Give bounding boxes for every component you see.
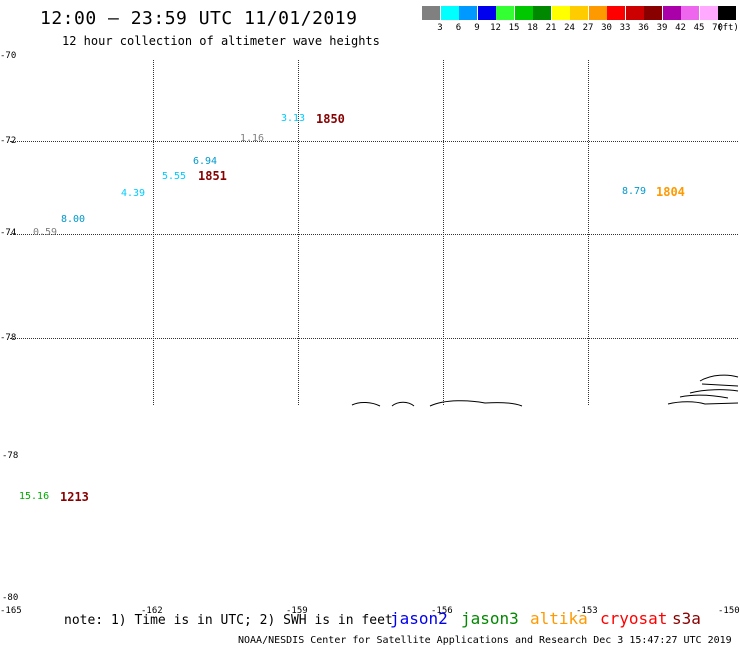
- scale-swatch: [496, 6, 514, 20]
- longitude-label: -150: [718, 606, 740, 616]
- meridian-line: [153, 60, 154, 405]
- latitude-label: -72: [0, 136, 17, 146]
- scale-tick-label: 42: [675, 23, 686, 33]
- satellite-legend-jason2: jason2: [390, 609, 448, 628]
- wave-height-value: 8.79: [622, 186, 647, 197]
- map-title: 12:00 – 23:59 UTC 11/01/2019: [40, 8, 358, 29]
- wave-height-value: 0.59: [33, 227, 58, 238]
- wave-height-value: 1.16: [240, 133, 265, 144]
- scale-swatch: [699, 6, 718, 20]
- scale-unit-label: (ft): [717, 23, 739, 33]
- scale-tick-label: 39: [656, 23, 668, 33]
- wave-height-value: 4.39: [121, 188, 146, 199]
- wave-height-value: 3.13: [281, 113, 306, 124]
- scale-tick-label: 33: [619, 23, 631, 33]
- scale-swatch: [551, 6, 570, 20]
- longitude-label: -153: [576, 606, 598, 616]
- scale-swatch: [718, 6, 736, 20]
- pass-time-label: 1850: [316, 112, 345, 126]
- pass-time-label: 1213: [60, 490, 89, 504]
- meridian-line: [298, 60, 299, 405]
- scale-swatch: [662, 6, 681, 20]
- meridian-line: [588, 60, 589, 405]
- wave-height-value: 8.00: [61, 214, 86, 225]
- scale-swatch: [514, 6, 533, 20]
- latitude-label: -80: [2, 593, 19, 603]
- scale-tick-label: 36: [638, 23, 649, 33]
- parallel-line: [10, 141, 738, 142]
- scale-swatch: [625, 6, 644, 20]
- scale-tick-label: 9: [474, 23, 480, 33]
- scale-tick-label: 24: [564, 23, 575, 33]
- longitude-label: -165: [0, 606, 22, 616]
- satellite-legend-s3a: s3a: [672, 609, 701, 628]
- latitude-label: -78: [0, 333, 17, 343]
- map-subtitle: 12 hour collection of altimeter wave hei…: [62, 34, 380, 48]
- footer-note: note: 1) Time is in UTC; 2) SWH is in fe…: [64, 613, 393, 628]
- scale-swatch: [570, 6, 588, 20]
- satellite-legend-cryosat: cryosat: [600, 609, 668, 628]
- scale-tick-label: 30: [601, 23, 612, 33]
- meridian-line: [443, 60, 444, 405]
- longitude-label: -159: [286, 606, 308, 616]
- scale-tick-label: 27: [582, 23, 594, 33]
- wave-height-value: 15.16: [19, 491, 50, 502]
- scale-tick-label: 6: [455, 23, 462, 33]
- scale-swatch: [681, 6, 699, 20]
- latitude-label: -70: [0, 51, 17, 61]
- scale-tick-label: 12: [490, 23, 501, 33]
- satellite-legend-altika: altika: [530, 609, 588, 628]
- latitude-label: -74: [0, 228, 17, 238]
- parallel-line: [10, 234, 738, 235]
- scale-swatch: [644, 6, 662, 20]
- satellite-legend-jason3: jason3: [461, 609, 519, 628]
- scale-swatch: [459, 6, 477, 20]
- pass-time-label: 1804: [656, 185, 685, 199]
- scale-swatch: [477, 6, 496, 20]
- scale-swatch: [588, 6, 607, 20]
- scale-tick-label: 21: [545, 23, 557, 33]
- credit-line: NOAA/NESDIS Center for Satellite Applica…: [238, 635, 732, 646]
- scale-tick-label: 18: [527, 23, 538, 33]
- longitude-label: -162: [141, 606, 163, 616]
- wave-height-value: 5.55: [162, 171, 187, 182]
- scale-tick-label: 15: [508, 23, 520, 33]
- scale-swatch: [440, 6, 459, 20]
- parallel-line: [10, 338, 738, 339]
- scale-tick-label: 45: [693, 23, 705, 33]
- scale-tick-label: 70: [712, 23, 723, 33]
- scale-tick-label: 3: [437, 23, 443, 33]
- scale-swatch: [533, 6, 551, 20]
- pass-time-label: 1851: [198, 169, 227, 183]
- longitude-label: -156: [431, 606, 453, 616]
- latitude-label: -78: [2, 451, 19, 461]
- scale-swatch: [422, 6, 440, 20]
- wave-height-value: 6.94: [193, 156, 218, 167]
- scale-swatch: [607, 6, 625, 20]
